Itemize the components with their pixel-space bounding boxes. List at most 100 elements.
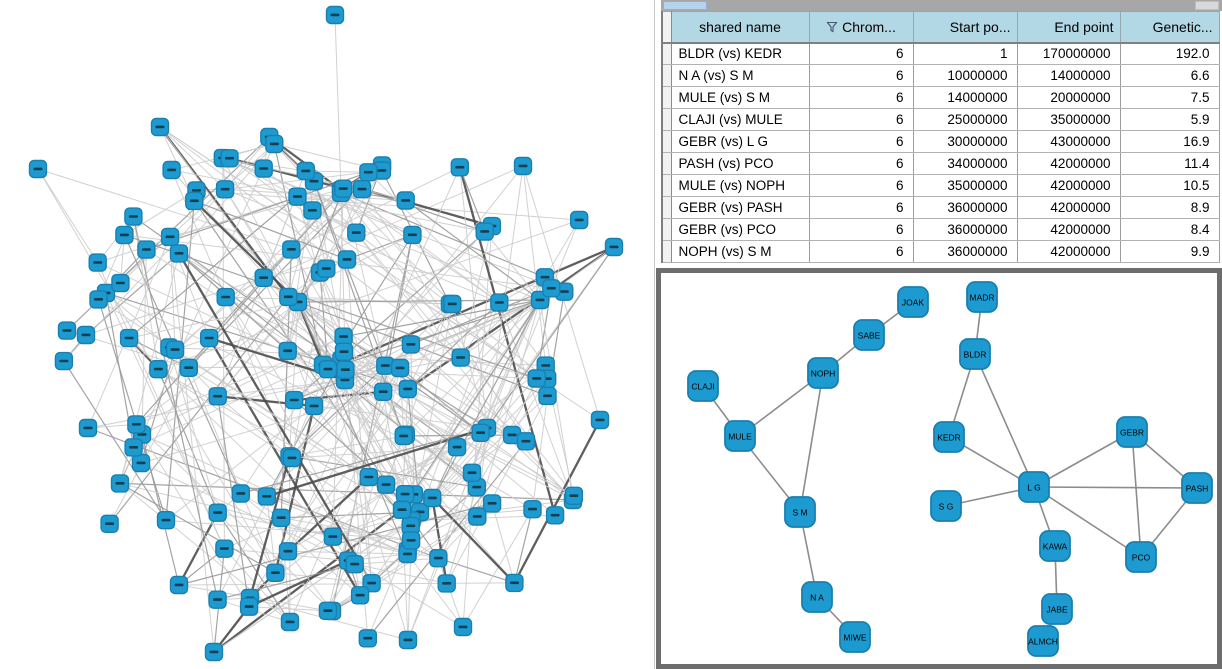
overview-node[interactable] xyxy=(390,358,410,378)
overview-node[interactable] xyxy=(334,342,354,361)
overview-node[interactable] xyxy=(111,273,130,293)
table-row[interactable]: MULE (vs) S M 6 14000000 20000000 7.5 xyxy=(662,86,1220,109)
table-tab[interactable] xyxy=(663,1,707,10)
table-row[interactable]: GEBR (vs) PCO 6 36000000 42000000 8.4 xyxy=(662,218,1220,241)
overview-node[interactable] xyxy=(208,503,227,522)
overview-node[interactable] xyxy=(150,117,170,137)
overview-node[interactable] xyxy=(282,448,302,468)
network-node-PASH[interactable]: PASH xyxy=(1181,472,1213,504)
overview-node[interactable] xyxy=(239,597,259,616)
overview-node[interactable] xyxy=(352,179,372,199)
network-node-SABE[interactable]: SABE xyxy=(853,319,885,351)
overview-node[interactable] xyxy=(231,484,251,503)
network-node-KEDR[interactable]: KEDR xyxy=(933,421,965,453)
column-header-shared_name[interactable]: shared name xyxy=(670,11,810,44)
overview-node[interactable] xyxy=(149,360,168,379)
table-row[interactable]: CLAJI (vs) MULE 6 25000000 35000000 5.9 xyxy=(662,108,1220,131)
column-header-genetic[interactable]: Genetic... xyxy=(1119,11,1220,44)
overview-node[interactable] xyxy=(423,488,442,508)
overview-node[interactable] xyxy=(100,514,119,533)
table-row[interactable]: BLDR (vs) KEDR 6 1 170000000 192.0 xyxy=(662,42,1220,65)
overview-node[interactable] xyxy=(475,222,494,241)
table-row[interactable]: MULE (vs) NOPH 6 35000000 42000000 10.5 xyxy=(662,174,1220,197)
overview-node[interactable] xyxy=(169,575,189,595)
overview-network-canvas[interactable] xyxy=(0,0,652,669)
overview-node[interactable] xyxy=(127,415,146,434)
overview-node[interactable] xyxy=(376,475,396,494)
network-node-JABE[interactable]: JABE xyxy=(1041,593,1073,625)
overview-node[interactable] xyxy=(513,156,533,176)
overview-node[interactable] xyxy=(204,642,224,662)
table-row[interactable]: GEBR (vs) L G 6 30000000 43000000 16.9 xyxy=(662,130,1220,153)
overview-node[interactable] xyxy=(88,253,107,272)
overview-node[interactable] xyxy=(334,327,353,346)
overview-node[interactable] xyxy=(280,612,300,632)
overview-node[interactable] xyxy=(282,240,301,259)
network-node-ALMCH[interactable]: ALMCH xyxy=(1027,625,1059,657)
overview-node[interactable] xyxy=(374,382,393,401)
table-row[interactable]: NOPH (vs) S M 6 36000000 42000000 9.9 xyxy=(662,240,1220,263)
overview-node[interactable] xyxy=(451,348,470,367)
overview-node[interactable] xyxy=(76,325,96,345)
overview-node[interactable] xyxy=(165,340,185,359)
overview-node[interactable] xyxy=(471,423,490,442)
overview-node[interactable] xyxy=(266,563,285,582)
network-node-BLDR[interactable]: BLDR xyxy=(959,338,991,370)
overview-node[interactable] xyxy=(347,223,366,242)
network-edge-NOPH-S M[interactable] xyxy=(799,372,824,513)
table-scrollbar-piece[interactable] xyxy=(1195,1,1219,10)
overview-node[interactable] xyxy=(564,486,584,505)
table-row[interactable]: N A (vs) S M 6 10000000 14000000 6.6 xyxy=(662,64,1220,87)
overview-node[interactable] xyxy=(137,240,156,259)
overview-node[interactable] xyxy=(359,467,378,487)
overview-node[interactable] xyxy=(278,542,298,561)
overview-node[interactable] xyxy=(257,487,276,506)
overview-node[interactable] xyxy=(437,574,456,593)
overview-node[interactable] xyxy=(538,386,557,406)
overview-node[interactable] xyxy=(124,207,143,226)
overview-node[interactable] xyxy=(395,485,415,504)
network-edge-L G-GEBR[interactable] xyxy=(1033,431,1133,488)
overview-node[interactable] xyxy=(523,500,542,519)
overview-node[interactable] xyxy=(398,379,417,399)
overview-node[interactable] xyxy=(443,294,462,314)
overview-node[interactable] xyxy=(358,629,377,648)
overview-node[interactable] xyxy=(220,149,239,168)
overview-node[interactable] xyxy=(119,328,139,348)
overview-node[interactable] xyxy=(325,5,345,25)
overview-node[interactable] xyxy=(78,418,98,438)
overview-node[interactable] xyxy=(318,601,338,620)
overview-node[interactable] xyxy=(590,410,610,430)
network-node-L G[interactable]: L G xyxy=(1018,471,1050,503)
overview-node[interactable] xyxy=(162,160,181,180)
network-edge-BLDR-L G[interactable] xyxy=(974,353,1035,488)
overview-node[interactable] xyxy=(570,210,589,230)
network-node-N A[interactable]: N A xyxy=(801,581,833,613)
network-node-S M[interactable]: S M xyxy=(784,496,816,528)
overview-node[interactable] xyxy=(450,158,469,177)
overview-node[interactable] xyxy=(278,341,297,361)
overview-node[interactable] xyxy=(345,555,364,574)
network-node-KAWA[interactable]: KAWA xyxy=(1039,530,1071,562)
network-node-NOPH[interactable]: NOPH xyxy=(807,357,839,389)
table-row[interactable]: GEBR (vs) PASH 6 36000000 42000000 8.9 xyxy=(662,196,1220,219)
overview-node[interactable] xyxy=(110,474,130,493)
overview-node[interactable] xyxy=(401,531,421,550)
network-node-PCO[interactable]: PCO xyxy=(1125,541,1157,573)
overview-node[interactable] xyxy=(545,506,565,525)
overview-node[interactable] xyxy=(169,244,189,263)
overview-node[interactable] xyxy=(199,328,219,348)
network-edge-L G-PCO[interactable] xyxy=(1033,486,1142,558)
network-node-MADR[interactable]: MADR xyxy=(966,281,998,313)
overview-node[interactable] xyxy=(131,453,151,473)
network-node-MULE[interactable]: MULE xyxy=(724,420,756,452)
overview-node[interactable] xyxy=(208,387,227,406)
overview-node[interactable] xyxy=(542,279,561,298)
overview-node[interactable] xyxy=(54,351,74,371)
overview-node[interactable] xyxy=(57,321,77,340)
overview-node[interactable] xyxy=(318,360,338,379)
overview-node[interactable] xyxy=(208,590,227,609)
overview-node[interactable] xyxy=(505,573,524,593)
overview-node[interactable] xyxy=(304,396,324,416)
